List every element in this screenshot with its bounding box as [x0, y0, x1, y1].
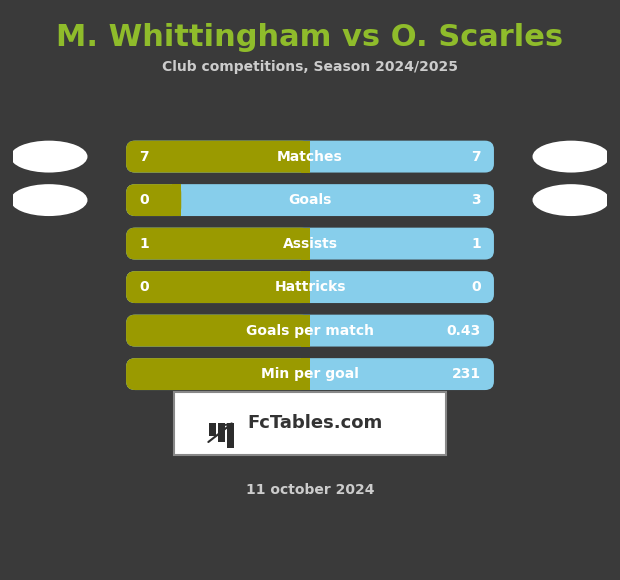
FancyBboxPatch shape [126, 184, 494, 216]
Text: Club competitions, Season 2024/2025: Club competitions, Season 2024/2025 [162, 60, 458, 74]
FancyBboxPatch shape [126, 227, 494, 260]
Text: 1: 1 [471, 237, 481, 251]
Text: 0: 0 [139, 193, 149, 207]
Text: 0: 0 [139, 280, 149, 294]
Text: 0: 0 [471, 280, 481, 294]
FancyBboxPatch shape [126, 314, 494, 347]
Ellipse shape [11, 184, 87, 216]
Bar [209, 423, 216, 436]
Text: 0.43: 0.43 [446, 324, 481, 338]
Text: Assists: Assists [283, 237, 337, 251]
Text: 1: 1 [139, 237, 149, 251]
FancyBboxPatch shape [174, 392, 446, 455]
FancyBboxPatch shape [126, 271, 494, 303]
Text: Hattricks: Hattricks [274, 280, 346, 294]
Text: FcTables.com: FcTables.com [248, 414, 383, 433]
Text: Matches: Matches [277, 150, 343, 164]
Text: Min per goal: Min per goal [261, 367, 359, 381]
Bar [301, 227, 310, 260]
Bar [172, 184, 181, 216]
Ellipse shape [533, 141, 609, 173]
Bar [301, 358, 310, 390]
Text: 11 october 2024: 11 october 2024 [246, 483, 374, 497]
Text: Goals: Goals [288, 193, 332, 207]
Text: 231: 231 [452, 367, 481, 381]
Text: 7: 7 [139, 150, 149, 164]
FancyBboxPatch shape [126, 358, 310, 390]
Text: 3: 3 [471, 193, 481, 207]
Text: Goals per match: Goals per match [246, 324, 374, 338]
Text: M. Whittingham vs O. Scarles: M. Whittingham vs O. Scarles [56, 23, 564, 52]
Bar [301, 140, 310, 173]
FancyBboxPatch shape [126, 140, 310, 173]
Bar [301, 314, 310, 347]
Bar [301, 271, 310, 303]
Text: 7: 7 [471, 150, 481, 164]
Ellipse shape [11, 141, 87, 173]
FancyBboxPatch shape [126, 227, 310, 260]
FancyBboxPatch shape [126, 271, 310, 303]
Bar [218, 423, 225, 442]
FancyBboxPatch shape [126, 184, 181, 216]
FancyBboxPatch shape [126, 140, 494, 173]
FancyBboxPatch shape [126, 314, 310, 347]
Bar [227, 423, 234, 448]
FancyBboxPatch shape [126, 358, 494, 390]
Ellipse shape [533, 184, 609, 216]
